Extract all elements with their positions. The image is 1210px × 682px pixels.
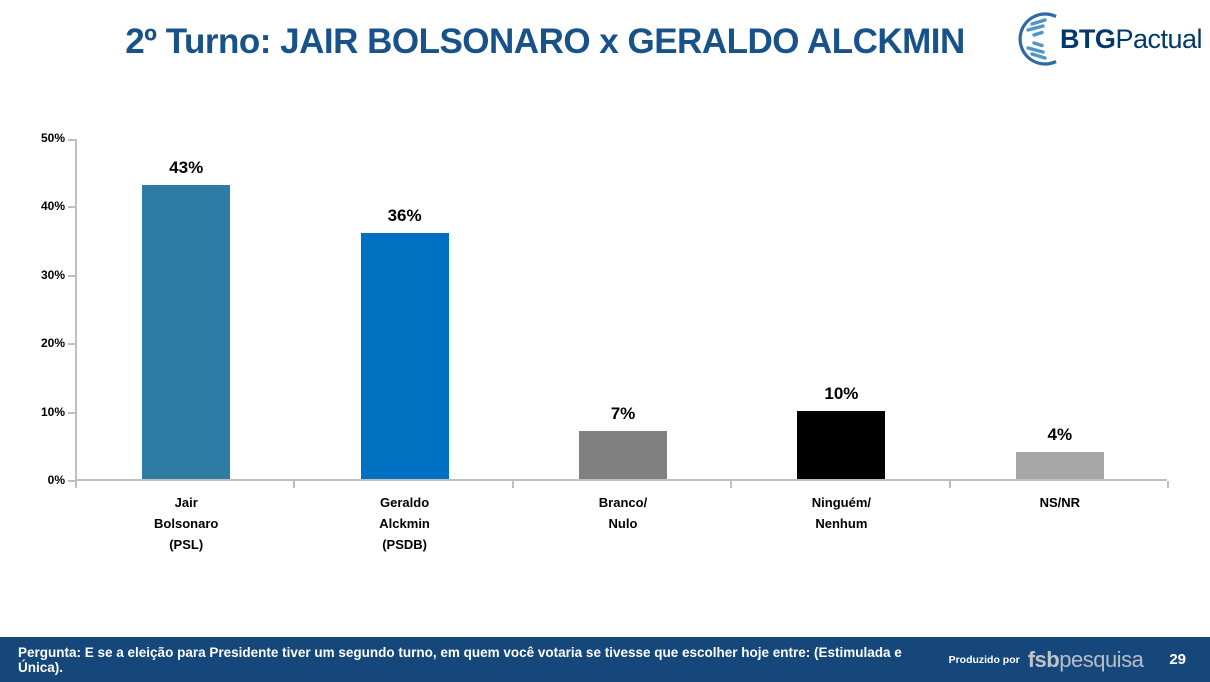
- y-tick-label: 0%: [47, 473, 65, 487]
- x-tick-mark: [75, 481, 77, 488]
- category-label: Geraldo Alckmin (PSDB): [379, 495, 430, 552]
- category-label: NS/NR: [1039, 495, 1081, 510]
- category-label: Branco/Nulo: [598, 495, 648, 531]
- x-tick-mark: [1167, 481, 1169, 488]
- btg-pactual-logo: BTGPactual: [1012, 8, 1202, 70]
- page-title: 2º Turno: JAIR BOLSONARO x GERALDO ALCKM…: [125, 22, 965, 61]
- y-tick-label: 20%: [40, 336, 65, 351]
- btg-globe-icon: [1012, 8, 1076, 70]
- bar-value-label: 7%: [610, 404, 636, 424]
- btg-logo-text-regular: Pactual: [1115, 23, 1202, 54]
- bar-0: [142, 184, 231, 479]
- footer-bar: Pergunta: E se a eleição para Presidente…: [0, 637, 1210, 682]
- y-tick-mark: [68, 274, 75, 277]
- category-label: Ninguém/Nenhum: [811, 495, 871, 531]
- bar-value-label: 43%: [169, 157, 204, 177]
- bar-value-label: 36%: [387, 205, 422, 225]
- x-tick-mark: [730, 481, 733, 488]
- btg-logo-text-bold: BTG: [1059, 23, 1116, 54]
- bar-1: [360, 232, 449, 479]
- y-tick-label: 50%: [40, 131, 65, 145]
- x-tick-mark: [293, 481, 296, 488]
- bar-4: [1015, 451, 1104, 479]
- fsb-logo-regular: pesquisa: [1059, 646, 1144, 672]
- fsb-logo-bold: fsb: [1027, 646, 1060, 672]
- bar-value-label: 10%: [824, 383, 859, 403]
- y-tick-mark: [68, 411, 75, 414]
- plot-area: 0% 10% 20% 30% 40% 50% 43% Jair Bolsonaro (PSL) 36…: [41, 131, 1169, 552]
- produced-by-label: Produzido por: [948, 653, 1020, 666]
- btg-logo-text: BTGPactual: [1059, 23, 1203, 55]
- y-tick-label: 30%: [40, 267, 65, 282]
- y-tick-label: 40%: [40, 199, 65, 214]
- y-tick-mark: [68, 480, 75, 482]
- page-number: 29: [1169, 651, 1186, 668]
- y-tick-mark: [68, 206, 75, 209]
- bar-3: [797, 410, 886, 479]
- y-tick-label: 10%: [40, 404, 65, 419]
- category-label: Jair Bolsonaro (PSL): [154, 495, 219, 552]
- x-tick-mark: [511, 481, 514, 488]
- bar-2: [579, 431, 667, 479]
- y-tick-mark: [68, 343, 75, 346]
- x-tick-mark: [948, 481, 951, 488]
- fsb-pesquisa-logo: fsbpesquisa: [1028, 647, 1144, 673]
- y-tick-mark: [68, 139, 75, 141]
- question-text: Pergunta: E se a eleição para Presidente…: [18, 644, 902, 675]
- bar-value-label: 4%: [1047, 424, 1073, 444]
